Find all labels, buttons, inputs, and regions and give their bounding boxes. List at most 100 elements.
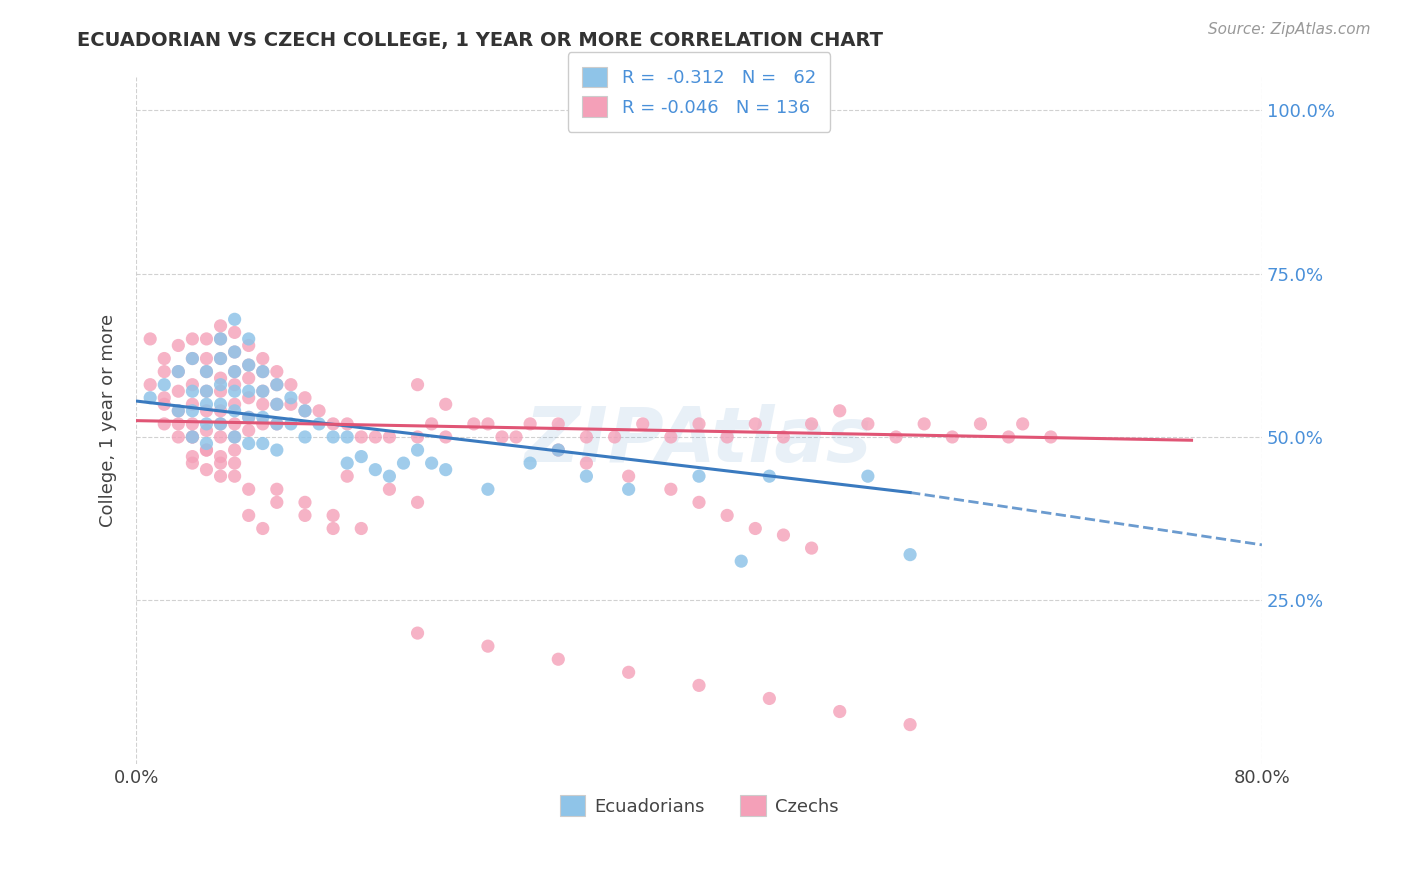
Point [195,463,218,477]
Point [224,365,246,379]
Point [434,430,457,444]
Point [195,424,218,438]
Point [252,365,274,379]
Point [364,463,387,477]
Point [252,436,274,450]
Point [181,332,204,346]
Point [181,450,204,464]
Point [209,450,232,464]
Point [744,417,766,431]
Point [266,417,288,431]
Point [294,404,316,418]
Point [659,430,682,444]
Point [209,371,232,385]
Point [238,410,260,425]
Point [266,377,288,392]
Point [294,508,316,523]
Point [181,430,204,444]
Point [280,391,302,405]
Point [224,430,246,444]
Point [308,404,330,418]
Point [1011,417,1033,431]
Point [294,391,316,405]
Point [181,430,204,444]
Point [238,424,260,438]
Point [898,548,921,562]
Point [280,377,302,392]
Legend: Ecuadorians, Czechs: Ecuadorians, Czechs [553,789,845,823]
Point [209,404,232,418]
Point [350,521,373,535]
Point [139,332,162,346]
Point [224,384,246,399]
Point [322,430,344,444]
Point [167,384,190,399]
Point [575,469,598,483]
Point [209,456,232,470]
Point [280,417,302,431]
Point [617,665,640,680]
Point [195,365,218,379]
Point [139,391,162,405]
Point [378,469,401,483]
Point [181,456,204,470]
Point [420,417,443,431]
Point [195,351,218,366]
Point [209,417,232,431]
Point [294,430,316,444]
Point [378,483,401,497]
Point [238,410,260,425]
Point [308,417,330,431]
Point [477,639,499,653]
Point [252,384,274,399]
Point [238,358,260,372]
Point [617,469,640,483]
Point [406,377,429,392]
Point [238,483,260,497]
Point [181,404,204,418]
Point [266,417,288,431]
Point [997,430,1019,444]
Point [209,469,232,483]
Point [406,430,429,444]
Point [224,417,246,431]
Point [153,391,176,405]
Point [477,483,499,497]
Point [575,430,598,444]
Point [195,365,218,379]
Point [153,351,176,366]
Point [167,417,190,431]
Point [266,443,288,458]
Point [252,365,274,379]
Point [181,384,204,399]
Point [181,397,204,411]
Point [195,417,218,431]
Point [772,528,794,542]
Point [252,397,274,411]
Point [153,377,176,392]
Point [224,365,246,379]
Point [884,430,907,444]
Point [688,469,710,483]
Point [252,384,274,399]
Point [266,397,288,411]
Point [209,332,232,346]
Point [167,404,190,418]
Point [238,371,260,385]
Point [688,495,710,509]
Point [898,717,921,731]
Point [336,430,359,444]
Point [800,417,823,431]
Point [181,351,204,366]
Point [392,456,415,470]
Point [758,691,780,706]
Point [252,417,274,431]
Point [688,678,710,692]
Point [856,469,879,483]
Point [434,397,457,411]
Point [491,430,513,444]
Point [336,417,359,431]
Point [420,456,443,470]
Point [1039,430,1062,444]
Point [167,338,190,352]
